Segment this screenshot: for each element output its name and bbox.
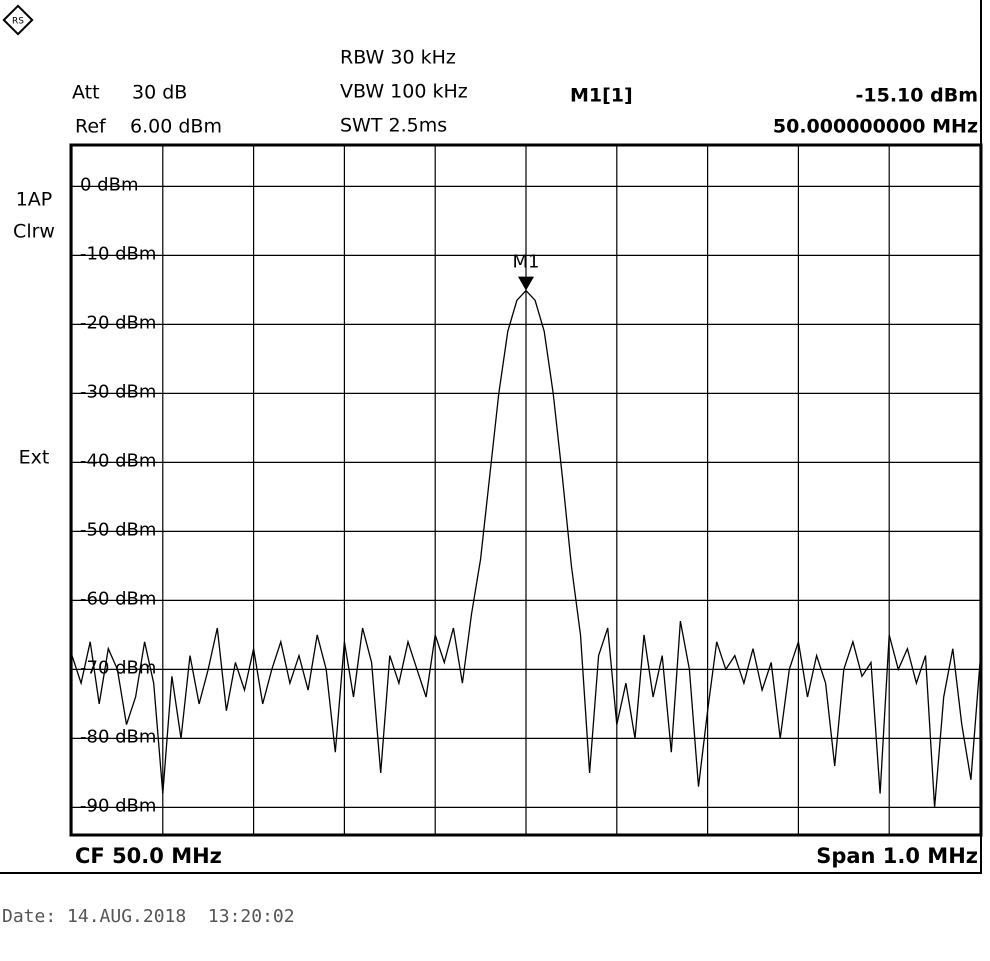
marker — [518, 276, 534, 291]
y-tick-label: -50 dBm — [80, 519, 156, 540]
marker-frequency: 50.000000000 MHz — [773, 116, 978, 138]
swt: SWT 2.5ms — [340, 115, 447, 137]
y-tick-label: -10 dBm — [80, 243, 156, 264]
trigger: Ext — [19, 447, 50, 469]
y-tick-label: 0 dBm — [80, 174, 138, 195]
center-frequency: CF 50.0 MHz — [75, 844, 222, 868]
logo: RS — [2, 4, 34, 36]
trace — [71, 289, 981, 808]
plot-border — [69, 143, 983, 837]
marker-level: -15.10 dBm — [856, 85, 978, 107]
marker-readout: M1[1] — [570, 85, 633, 107]
date: Date: 14.AUG.2018 13:20:02 — [2, 906, 295, 927]
y-tick-label: -30 dBm — [80, 381, 156, 402]
vbw: VBW 100 kHz — [340, 81, 468, 103]
span: Span 1.0 MHz — [816, 844, 978, 868]
y-tick-label: -90 dBm — [80, 795, 156, 816]
y-tick-label: -40 dBm — [80, 450, 156, 471]
trace-mode: 1AP — [16, 189, 53, 211]
trace-clear: Clrw — [13, 221, 55, 243]
plot-area: 0 dBm -10 dBm -20 dBm -30 dBm -40 dBm -50 dBm… — [71, 145, 981, 835]
ref-label: Ref — [75, 116, 107, 138]
y-tick-label: -60 dBm — [80, 588, 156, 609]
y-tick-label: -80 dBm — [80, 726, 156, 747]
y-tick-label: -70 dBm — [80, 657, 156, 678]
ref-value: 6.00 dBm — [130, 116, 222, 138]
svg-text:RS: RS — [12, 17, 24, 27]
rbw: RBW 30 kHz — [340, 47, 456, 69]
y-tick-label: -20 dBm — [80, 312, 156, 333]
att-value: 30 dB — [132, 82, 187, 104]
att-label: Att — [72, 82, 100, 104]
marker-label: M1 — [513, 252, 540, 273]
